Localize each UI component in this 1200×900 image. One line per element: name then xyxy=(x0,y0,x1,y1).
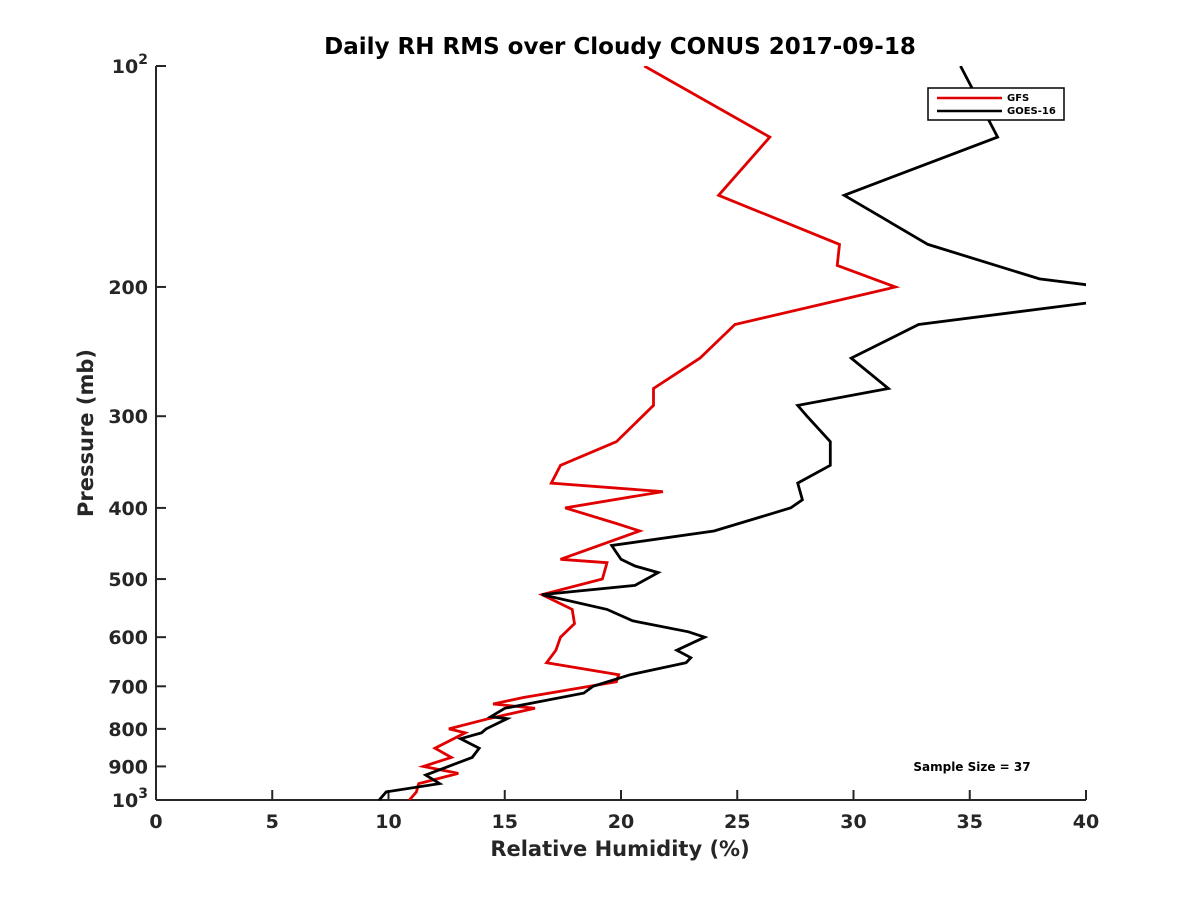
legend-label-goes16: GOES-16 xyxy=(1007,106,1056,117)
y-tick-label: 600 xyxy=(108,627,148,649)
x-tick-label: 0 xyxy=(149,811,162,833)
y-tick-label: 102 xyxy=(112,52,148,78)
x-tick-label: 20 xyxy=(608,811,634,833)
x-tick-label: 15 xyxy=(492,811,518,833)
legend-label-gfs: GFS xyxy=(1007,93,1029,104)
y-axis-title: Pressure (mb) xyxy=(74,349,98,517)
y-tick-label: 103 xyxy=(112,786,148,812)
y-tick-label: 700 xyxy=(108,676,148,698)
legend-box xyxy=(927,87,1065,121)
chart-title: Daily RH RMS over Cloudy CONUS 2017-09-1… xyxy=(324,34,916,60)
y-tick-label: 500 xyxy=(108,569,148,591)
y-tick-label: 300 xyxy=(108,406,148,428)
series-line-goes-16 xyxy=(378,66,1086,801)
legend: GFS GOES-16 xyxy=(927,87,1065,121)
x-tick-label: 5 xyxy=(266,811,279,833)
y-tick-label: 400 xyxy=(108,498,148,520)
series-line-gfs xyxy=(408,66,901,801)
x-tick-label: 30 xyxy=(840,811,866,833)
x-axis-title: Relative Humidity (%) xyxy=(490,837,749,861)
x-tick-label: 10 xyxy=(375,811,401,833)
x-tick-label: 35 xyxy=(957,811,983,833)
sample-size-annotation: Sample Size = 37 xyxy=(913,760,1030,774)
series-layer xyxy=(378,66,1086,801)
y-tick-label: 200 xyxy=(108,277,148,299)
x-tick-label: 25 xyxy=(724,811,750,833)
y-tick-label: 800 xyxy=(108,719,148,741)
axes: 0 5 10 15 20 25 30 35 40 102 200 300 400 500 600 700 800… xyxy=(108,52,1099,833)
x-tick-label: 40 xyxy=(1073,811,1099,833)
y-tick-label: 900 xyxy=(108,756,148,778)
